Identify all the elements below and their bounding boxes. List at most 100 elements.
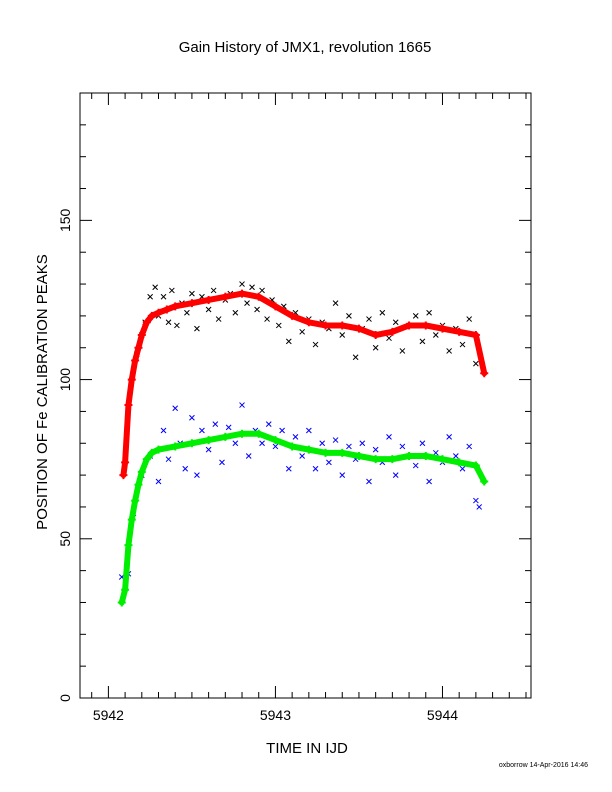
data-point [399,443,406,450]
data-point [473,360,479,367]
x-axis-label: TIME IN IJD [266,740,348,757]
data-point [172,405,179,412]
data-point [165,319,172,326]
data-point [174,322,180,329]
data-point [272,443,279,450]
data-point [419,338,426,345]
fit-segment [125,376,135,409]
data-point [359,440,366,447]
data-point [366,316,372,322]
data-point [346,313,352,319]
data-point [232,440,239,447]
data-point [245,453,252,459]
data-point [199,427,205,434]
data-point [476,504,483,510]
data-point [160,293,167,300]
data-point [232,309,239,316]
data-point [249,284,255,291]
data-point [459,465,466,472]
data-point [285,465,292,472]
data-point [184,309,190,316]
data-point [339,472,346,478]
data-point [319,440,326,447]
data-point [392,319,399,326]
data-point [305,427,312,434]
series-2 [118,402,483,580]
data-point [312,465,319,472]
data-point [254,306,260,313]
data-point [386,434,392,440]
data-point [326,459,332,466]
data-point [259,287,265,294]
data-point [392,472,399,478]
data-point [339,332,346,338]
fit-segment [122,402,132,466]
data-point [205,446,212,453]
data-point [366,478,372,485]
fit-segment [272,303,296,319]
data-point [225,424,232,431]
data-point [279,427,285,434]
data-point [299,453,306,459]
data-point [332,300,339,307]
data-point [275,322,282,329]
data-point [466,443,473,450]
data-point [419,440,426,447]
x-tick-label: 5944 [427,707,458,723]
data-point [212,421,219,428]
series-3 [117,429,489,607]
data-point [372,344,379,351]
fit-segment [472,462,488,485]
data-point [264,316,270,322]
data-point [259,440,265,447]
chart-title: Gain History of JMX1, revolution 1665 [179,39,432,56]
data-point [379,309,386,316]
data-point [205,306,212,313]
axis-ticks [80,92,531,699]
data-point [386,335,392,342]
fit-segment [125,516,135,549]
data-point [480,477,489,486]
data-point [346,443,352,450]
data-point [189,290,195,297]
data-point [160,427,167,434]
data-marks [117,281,489,607]
y-tick-label: 100 [57,368,73,392]
data-point [194,472,200,478]
data-point [426,478,432,485]
plot-frame [79,92,532,699]
data-point [452,453,459,459]
data-point [215,316,222,322]
y-axis-label: POSITION OF Fe CALIBRATION PEAKS [34,254,51,530]
data-point [412,313,419,319]
y-tick-label: 50 [57,531,73,547]
data-point [285,338,292,345]
fit-segment [255,293,279,310]
data-point [426,309,432,316]
series-1 [119,289,489,480]
fit-segment [122,542,132,593]
y-tick-label: 0 [57,694,73,702]
data-point [155,478,162,485]
data-point [372,446,379,453]
data-point [446,434,453,440]
data-point [152,284,159,291]
data-point [459,341,466,348]
data-point [292,434,299,440]
data-point [446,348,453,354]
data-point [147,293,154,300]
data-point [466,316,473,322]
data-point [194,325,200,332]
data-point [265,421,272,428]
data-point [412,462,419,469]
data-point [332,437,339,443]
data-point [169,287,175,294]
x-tick-label: 5942 [93,707,124,723]
data-point [399,348,406,354]
fit-segment [472,332,488,377]
data-point [480,369,489,378]
x-tick-label: 5943 [260,707,291,723]
data-point [299,328,306,335]
data-point [312,341,319,348]
